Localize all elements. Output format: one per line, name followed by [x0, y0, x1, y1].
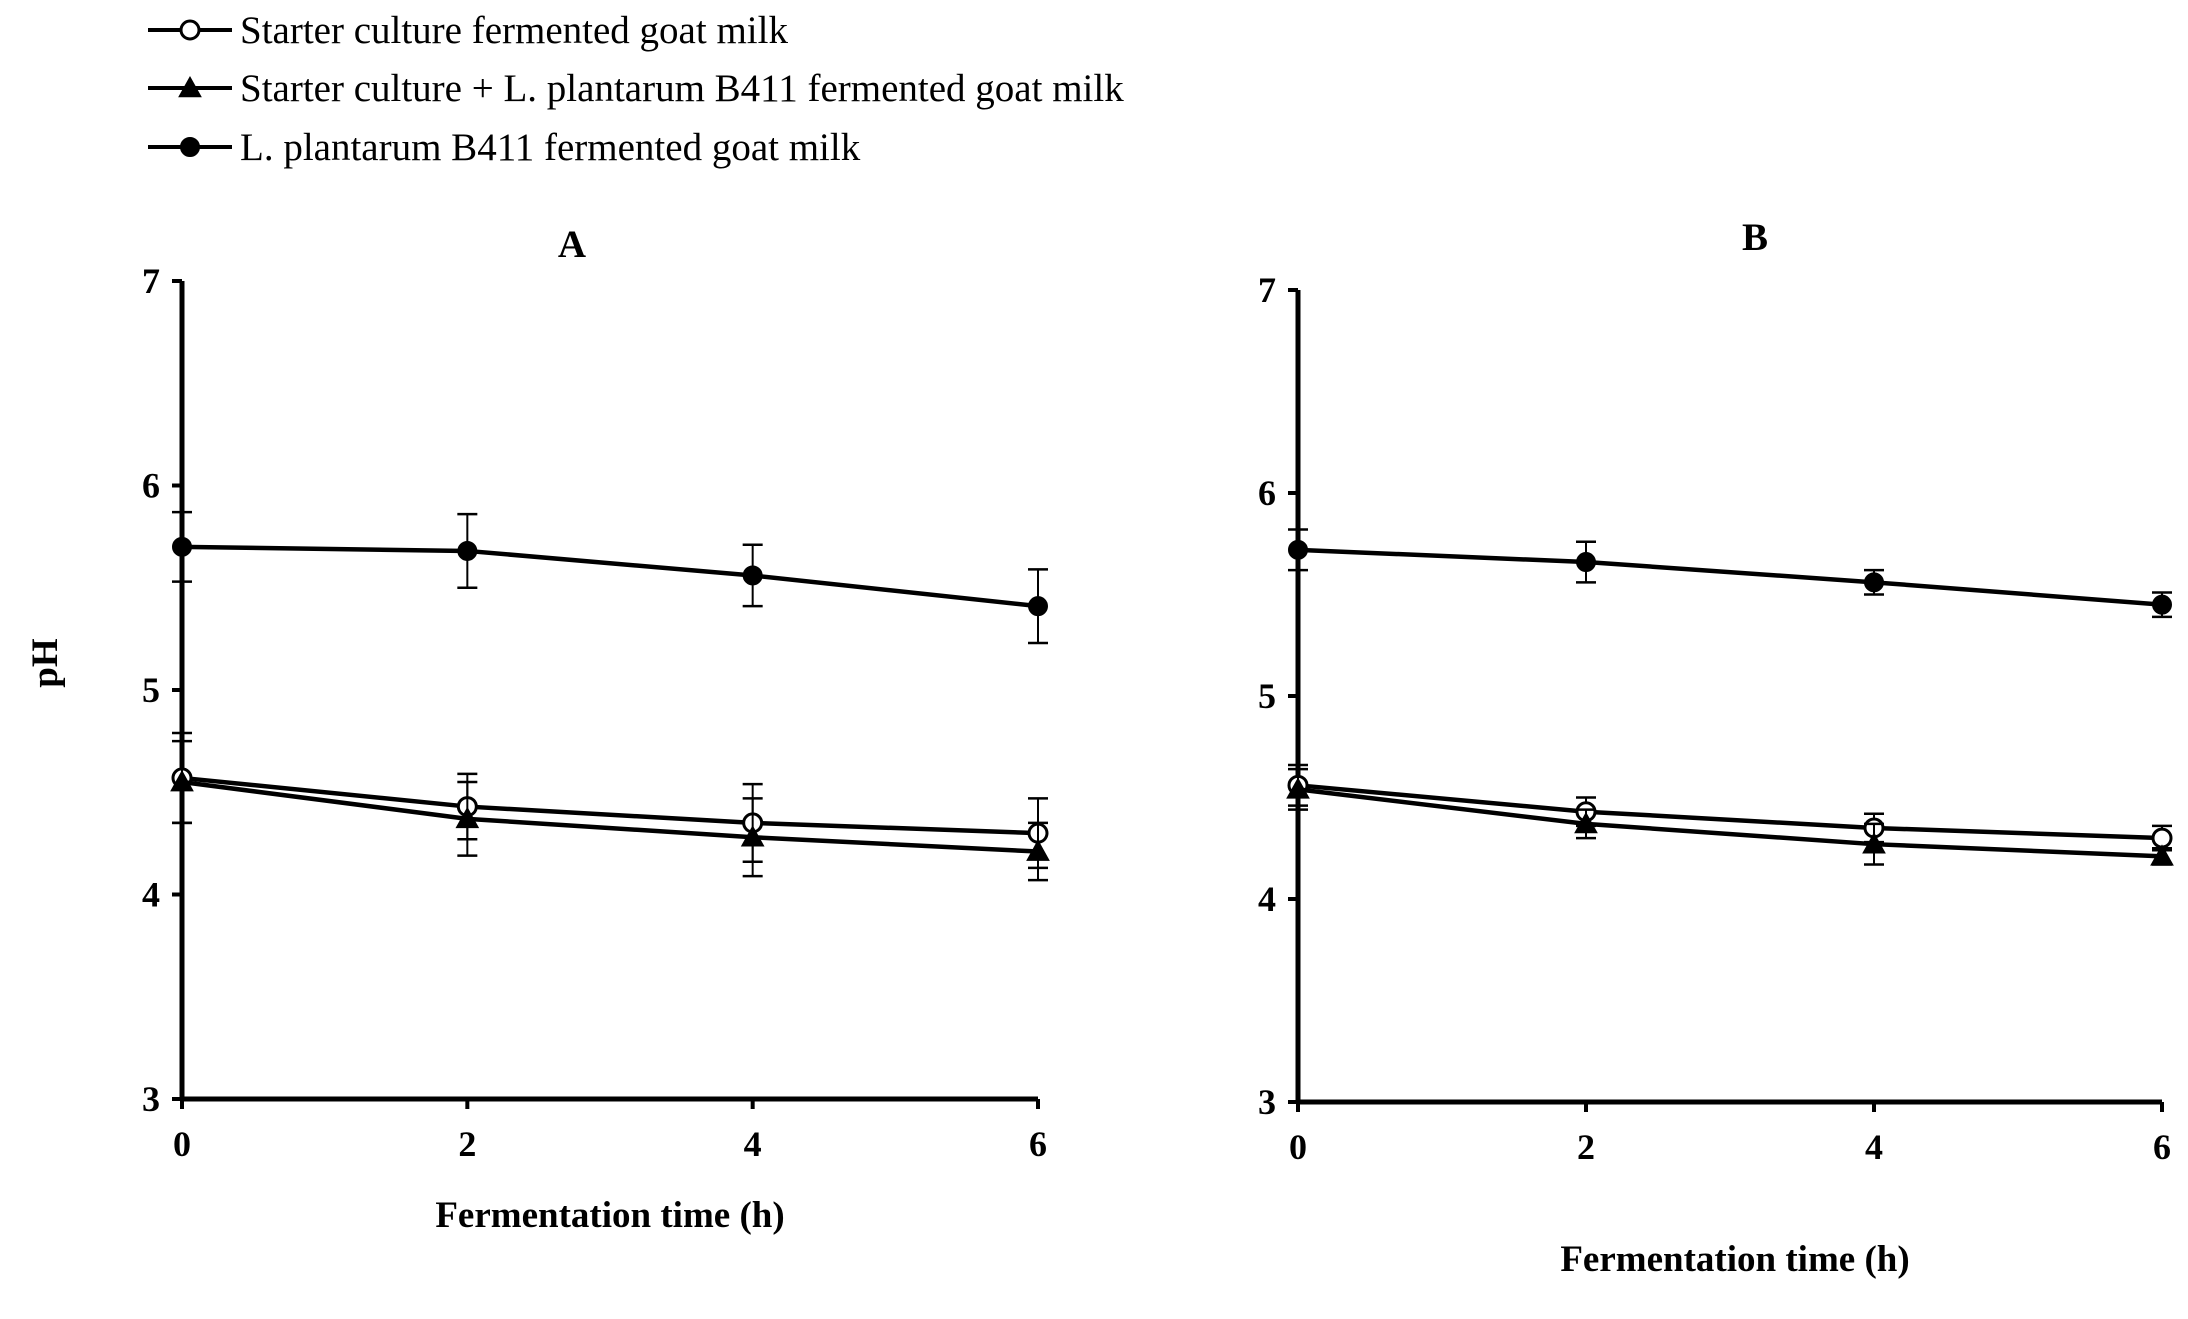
data-point — [1576, 552, 1596, 573]
x-tick-label: 4 — [1865, 1127, 1883, 1167]
y-tick-label: 7 — [1258, 270, 1276, 310]
data-point — [1028, 596, 1048, 617]
legend-marker — [178, 75, 202, 98]
series-filled-circle — [172, 510, 1048, 645]
x-tick-label: 2 — [1577, 1127, 1595, 1167]
legend-item: L. plantarum B411 fermented goat milk — [148, 126, 861, 169]
panel-title: B — [1742, 216, 1768, 259]
x-tick-label: 2 — [458, 1124, 476, 1164]
data-point — [457, 540, 478, 561]
data-point — [170, 769, 194, 792]
series-line — [181, 779, 1039, 854]
legend-label: Starter culture + L. plantarum B411 ferm… — [240, 67, 1124, 110]
y-tick-label: 5 — [1258, 676, 1276, 716]
y-tick-label: 6 — [142, 466, 160, 506]
data-point — [1862, 832, 1886, 854]
series-line — [1297, 783, 2163, 841]
x-tick-label: 6 — [1029, 1124, 1047, 1164]
x-axis-label: Fermentation time (h) — [1560, 1239, 1909, 1280]
legend-label: L. plantarum B411 fermented goat milk — [240, 126, 861, 169]
series-line — [1297, 787, 2163, 859]
data-point — [1574, 811, 1598, 834]
data-point — [1026, 839, 1050, 861]
data-point — [2150, 844, 2174, 866]
panel-a: A 3 4 5 6 7 0 2 4 6 Fermentation time (h) pH — [25, 223, 1050, 1236]
legend-label: Starter culture fermented goat milk — [240, 9, 788, 52]
series-open-circle — [1287, 763, 2173, 852]
y-tick-label: 7 — [142, 261, 160, 301]
panel-b: B 3 4 5 6 7 0 2 4 6 Fermentation time (h) — [1258, 216, 2174, 1280]
y-tick-label: 4 — [142, 875, 160, 915]
data-point — [172, 536, 192, 557]
x-tick-label: 4 — [744, 1124, 762, 1164]
x-tick-label: 0 — [173, 1124, 191, 1164]
series-filled-triangle — [1286, 767, 2174, 866]
data-point — [740, 825, 765, 847]
series-filled-triangle — [170, 739, 1050, 882]
data-point — [1864, 572, 1884, 593]
series-line — [181, 775, 1039, 836]
legend-marker — [180, 137, 200, 157]
data-point — [1286, 777, 1310, 799]
y-tick-label: 4 — [1258, 879, 1276, 919]
legend: Starter culture fermented goat milk Start… — [148, 9, 1124, 169]
x-tick-label: 6 — [2153, 1127, 2171, 1167]
x-axis-label: Fermentation time (h) — [435, 1195, 784, 1236]
series-line — [1297, 547, 2163, 607]
x-tick-label: 0 — [1289, 1127, 1307, 1167]
y-tick-label: 5 — [142, 670, 160, 710]
y-tick-label: 3 — [1258, 1082, 1276, 1122]
series-filled-circle — [1288, 528, 2172, 619]
data-point — [455, 806, 480, 829]
series-line — [181, 544, 1039, 609]
y-tick-label: 3 — [142, 1079, 160, 1119]
y-tick-label: 6 — [1258, 473, 1276, 513]
y-axis-label: pH — [25, 638, 66, 688]
data-point — [1288, 539, 1308, 560]
panel-title: A — [558, 223, 586, 266]
legend-item: Starter culture fermented goat milk — [148, 9, 788, 52]
data-point — [742, 565, 763, 586]
legend-item: Starter culture + L. plantarum B411 ferm… — [148, 67, 1124, 110]
legend-marker — [179, 19, 201, 41]
data-point — [2152, 594, 2172, 615]
